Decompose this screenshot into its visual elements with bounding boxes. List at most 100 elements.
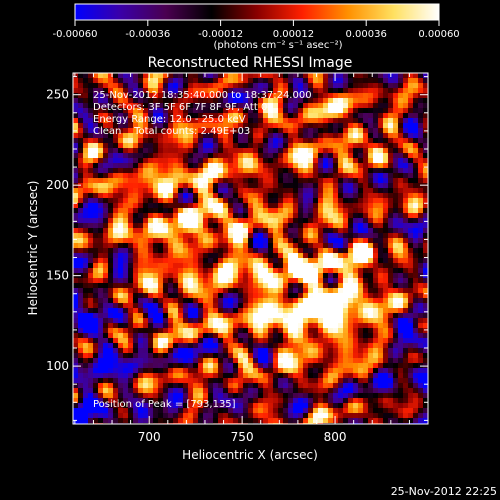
heatmap-cell bbox=[358, 268, 364, 274]
heatmap-cell bbox=[203, 78, 209, 84]
heatmap-cell bbox=[328, 368, 334, 374]
heatmap-cell bbox=[158, 403, 164, 409]
heatmap-cell bbox=[303, 88, 309, 94]
heatmap-cell bbox=[183, 213, 189, 219]
heatmap-cell bbox=[253, 198, 259, 204]
heatmap-cell bbox=[378, 308, 384, 314]
heatmap-cell bbox=[223, 188, 229, 194]
heatmap-cell bbox=[348, 343, 354, 349]
heatmap-cell bbox=[163, 298, 169, 304]
heatmap-cell bbox=[403, 278, 409, 284]
heatmap-cell bbox=[158, 88, 164, 94]
heatmap-cell bbox=[418, 198, 424, 204]
heatmap-cell bbox=[353, 328, 359, 334]
heatmap-cell bbox=[153, 253, 159, 259]
heatmap-cell bbox=[208, 303, 214, 309]
heatmap-cell bbox=[308, 358, 314, 364]
heatmap-cell bbox=[83, 178, 89, 184]
heatmap-cell bbox=[158, 253, 164, 259]
heatmap-cell bbox=[328, 168, 334, 174]
heatmap-cell bbox=[203, 83, 209, 89]
heatmap-cell bbox=[423, 278, 428, 284]
heatmap-cell bbox=[138, 308, 144, 314]
heatmap-cell bbox=[263, 88, 269, 94]
heatmap-cell bbox=[303, 183, 309, 189]
heatmap-cell bbox=[78, 308, 84, 314]
heatmap-cell bbox=[78, 128, 84, 134]
heatmap-cell bbox=[83, 398, 89, 404]
heatmap-cell bbox=[258, 153, 264, 159]
heatmap-cell bbox=[153, 398, 159, 404]
heatmap-cell bbox=[218, 233, 224, 239]
heatmap-cell bbox=[413, 288, 419, 294]
heatmap-cell bbox=[128, 383, 134, 389]
heatmap-cell bbox=[208, 188, 214, 194]
heatmap-cell bbox=[228, 383, 234, 389]
heatmap-cell bbox=[318, 108, 324, 114]
heatmap-cell bbox=[338, 148, 344, 154]
heatmap-cell bbox=[238, 193, 244, 199]
heatmap-cell bbox=[183, 108, 189, 114]
heatmap-cell bbox=[158, 398, 164, 404]
heatmap-cell bbox=[293, 148, 299, 154]
heatmap-cell bbox=[88, 173, 94, 179]
heatmap-cell bbox=[103, 418, 109, 424]
heatmap-cell bbox=[128, 228, 134, 234]
heatmap-cell bbox=[423, 113, 428, 119]
heatmap-cell bbox=[108, 193, 114, 199]
heatmap-cell bbox=[403, 108, 409, 114]
heatmap-cell bbox=[148, 403, 154, 409]
heatmap-cell bbox=[318, 313, 324, 319]
heatmap-cell bbox=[368, 293, 374, 299]
heatmap-cell bbox=[333, 73, 339, 79]
heatmap-cell bbox=[278, 408, 284, 414]
heatmap-cell bbox=[148, 73, 154, 79]
heatmap-cell bbox=[358, 103, 364, 109]
heatmap-cell bbox=[248, 218, 254, 224]
heatmap-cell bbox=[348, 73, 354, 79]
heatmap-cell bbox=[228, 343, 234, 349]
heatmap-cell bbox=[283, 73, 289, 79]
heatmap-cell bbox=[198, 168, 204, 174]
heatmap-cell bbox=[88, 328, 94, 334]
heatmap-cell bbox=[398, 393, 404, 399]
heatmap-cell bbox=[183, 288, 189, 294]
heatmap-cell bbox=[133, 328, 139, 334]
heatmap-cell bbox=[353, 243, 359, 249]
heatmap-cell bbox=[318, 398, 324, 404]
heatmap-cell bbox=[403, 83, 409, 89]
heatmap-cell bbox=[408, 393, 414, 399]
heatmap-cell bbox=[113, 408, 119, 414]
heatmap-cell bbox=[258, 223, 264, 229]
heatmap-cell bbox=[243, 313, 249, 319]
heatmap-cell bbox=[338, 323, 344, 329]
heatmap-cell bbox=[238, 208, 244, 214]
heatmap-cell bbox=[358, 98, 364, 104]
heatmap-cell bbox=[183, 268, 189, 274]
heatmap-cell bbox=[378, 178, 384, 184]
heatmap-cell bbox=[268, 278, 274, 284]
heatmap-cell bbox=[348, 348, 354, 354]
heatmap-cell bbox=[358, 378, 364, 384]
heatmap-cell bbox=[133, 358, 139, 364]
heatmap-cell bbox=[138, 208, 144, 214]
heatmap-cell bbox=[303, 238, 309, 244]
heatmap-cell bbox=[253, 108, 259, 114]
heatmap-cell bbox=[343, 188, 349, 194]
heatmap-cell bbox=[233, 363, 239, 369]
heatmap-cell bbox=[168, 398, 174, 404]
heatmap-cell bbox=[343, 183, 349, 189]
heatmap-cell bbox=[108, 408, 114, 414]
heatmap-cell bbox=[153, 78, 159, 84]
heatmap-cell bbox=[403, 218, 409, 224]
heatmap-cell bbox=[308, 268, 314, 274]
heatmap-cell bbox=[298, 233, 304, 239]
heatmap-cell bbox=[183, 293, 189, 299]
heatmap-cell bbox=[223, 183, 229, 189]
heatmap-cell bbox=[163, 278, 169, 284]
heatmap-cell bbox=[258, 313, 264, 319]
heatmap-cell bbox=[213, 108, 219, 114]
heatmap-cell bbox=[123, 113, 129, 119]
heatmap-cell bbox=[178, 88, 184, 94]
heatmap-cell bbox=[403, 243, 409, 249]
